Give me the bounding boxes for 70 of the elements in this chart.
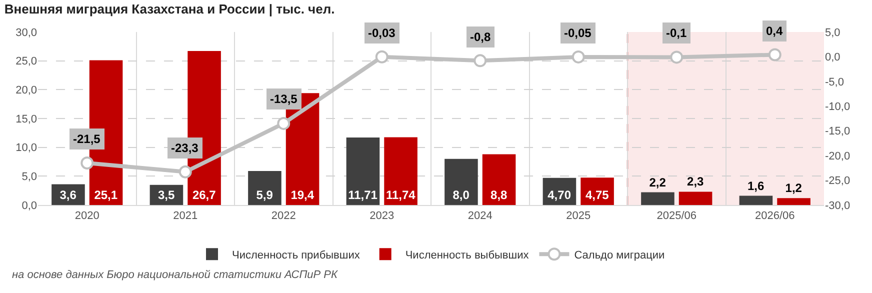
y-tick-label: 30,0 bbox=[16, 26, 37, 39]
y2-tick-label: -20,0 bbox=[825, 150, 850, 162]
legend-label: Численность прибывших bbox=[232, 249, 360, 262]
bar bbox=[777, 198, 810, 205]
data-label: 25,1 bbox=[94, 188, 118, 202]
x-tick-label: 2024 bbox=[468, 210, 492, 222]
bar bbox=[346, 137, 380, 205]
data-label: -21,5 bbox=[73, 132, 101, 146]
y-tick-label: 5,0 bbox=[22, 171, 37, 184]
bar bbox=[739, 196, 773, 205]
x-tick-label: 2025/06 bbox=[656, 210, 697, 222]
y-tick-label: 15,0 bbox=[16, 113, 37, 126]
x-tick-label: 2022 bbox=[271, 210, 296, 222]
point bbox=[277, 116, 290, 130]
y-tick-label: 25,0 bbox=[16, 56, 37, 68]
data-label: 8,0 bbox=[452, 188, 470, 202]
data-label: -13,5 bbox=[270, 92, 298, 106]
point bbox=[375, 50, 388, 64]
point bbox=[572, 50, 585, 64]
x-tick-label: 2021 bbox=[173, 210, 198, 222]
data-label: 5,9 bbox=[256, 188, 274, 202]
y2-tick-label: -30,0 bbox=[825, 200, 850, 212]
bar bbox=[384, 137, 418, 205]
y2-tick-label: -15,0 bbox=[825, 126, 850, 138]
legend-label: Численность выбывших bbox=[405, 249, 530, 262]
chart-title: Внешняя миграция Казахстана и России | тыс. чел. bbox=[4, 1, 335, 16]
point bbox=[768, 48, 782, 62]
bar bbox=[444, 158, 478, 205]
data-label: 2,3 bbox=[687, 174, 704, 189]
point bbox=[80, 156, 94, 170]
x-tick-label: 2025 bbox=[566, 210, 591, 222]
x-tick-label: 2026/06 bbox=[754, 210, 795, 222]
y-tick-label: 20,0 bbox=[16, 84, 37, 97]
point bbox=[178, 165, 192, 178]
x-tick-label: 2023 bbox=[370, 210, 394, 222]
data-label: 2,2 bbox=[649, 175, 666, 190]
y-tick-label: 10,0 bbox=[16, 142, 37, 154]
data-label: 4,70 bbox=[548, 188, 572, 202]
data-label: -0,03 bbox=[368, 26, 396, 40]
data-label: -0,1 bbox=[666, 26, 688, 40]
y2-tick-label: 5,0 bbox=[825, 26, 840, 39]
point bbox=[670, 50, 684, 64]
data-label: 11,71 bbox=[348, 188, 378, 202]
y2-tick-label: 0,0 bbox=[825, 52, 840, 64]
data-label: -23,3 bbox=[171, 141, 199, 155]
data-label: 4,75 bbox=[585, 188, 610, 202]
data-label: 0,4 bbox=[766, 24, 784, 38]
data-label: 19,4 bbox=[290, 188, 314, 202]
x-tick-label: 2020 bbox=[74, 210, 100, 222]
data-label: -0,05 bbox=[564, 26, 592, 40]
data-label: 3,5 bbox=[158, 188, 175, 202]
bar bbox=[641, 192, 674, 205]
bar bbox=[678, 192, 712, 205]
data-label: 11,74 bbox=[386, 188, 416, 202]
bar bbox=[52, 184, 85, 205]
y-tick-label: 0,0 bbox=[22, 200, 37, 212]
bar bbox=[482, 154, 516, 205]
data-label: 8,8 bbox=[490, 188, 508, 202]
y2-tick-label: -5,0 bbox=[825, 76, 844, 88]
data-label: 3,6 bbox=[60, 188, 77, 202]
point bbox=[474, 54, 487, 68]
legend-label: Сальдо миграции bbox=[574, 249, 665, 262]
data-label: 1,6 bbox=[747, 178, 764, 193]
data-label: 1,2 bbox=[785, 181, 802, 196]
text: на основе данных Бюро национальной статистики АСПиР РК bbox=[12, 269, 338, 281]
data-label: -0,8 bbox=[470, 30, 492, 44]
data-label: 26,7 bbox=[192, 188, 216, 202]
bar bbox=[248, 170, 282, 205]
y2-tick-label: -25,0 bbox=[825, 175, 850, 188]
y2-tick-label: -10,0 bbox=[825, 100, 850, 113]
